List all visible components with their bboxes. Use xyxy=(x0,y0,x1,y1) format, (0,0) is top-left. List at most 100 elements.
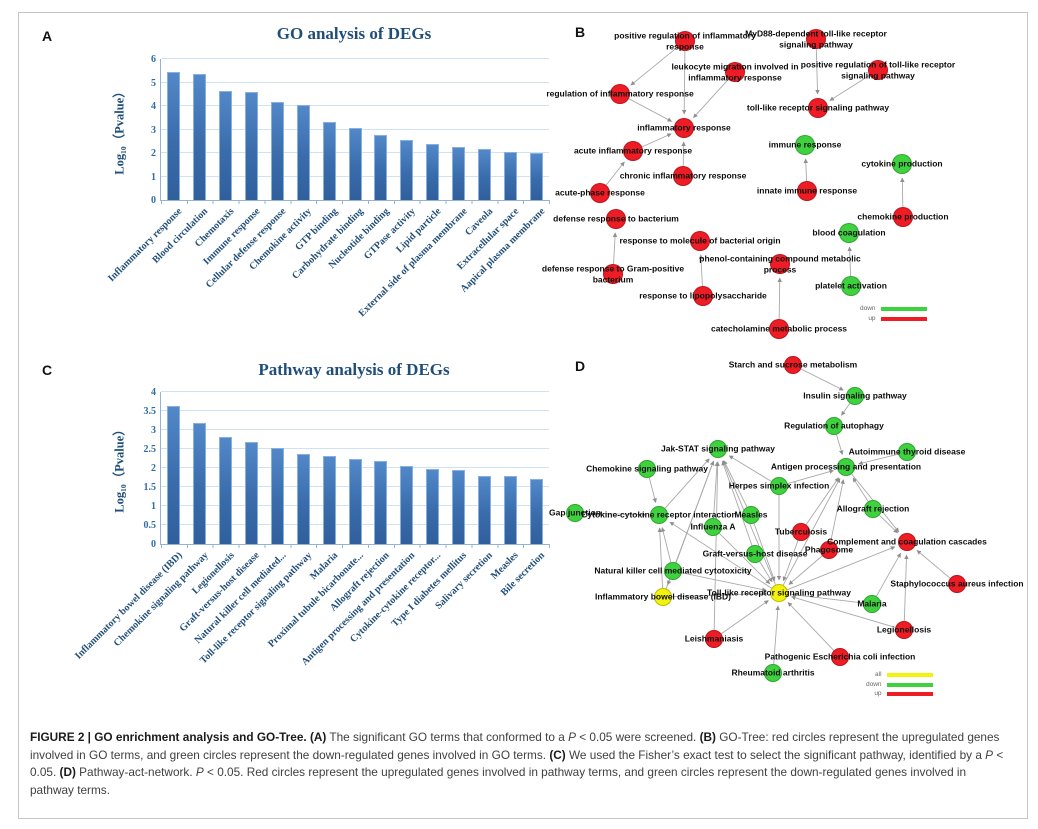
network-edge xyxy=(719,533,771,585)
network-node-label: platelet activation xyxy=(815,280,887,291)
network-node-label: Antigen processing and presentation xyxy=(770,461,922,472)
network-node xyxy=(746,545,764,563)
network-node-label: innate immune response xyxy=(756,185,858,196)
network-node-label: toll-like receptor signaling pathway xyxy=(746,102,890,113)
network-edge xyxy=(641,133,672,148)
bar xyxy=(426,143,440,200)
panel-c-letter: C xyxy=(42,362,53,378)
network-node-label: blood coagulation xyxy=(812,227,886,238)
network-node-label: positive regulation of inflammatory resp… xyxy=(614,30,756,51)
network-edge xyxy=(788,555,823,585)
network-edge xyxy=(721,460,753,546)
panel-d-legend: all down up xyxy=(866,671,933,698)
network-node xyxy=(795,135,815,155)
panel-b-go-tree-network: B down up positive regulation of inflamma… xyxy=(542,10,1032,348)
bar xyxy=(400,140,414,200)
network-edge xyxy=(782,540,799,582)
caption-segment: < 0.05. xyxy=(30,747,1004,780)
gridline xyxy=(161,81,549,83)
network-edge xyxy=(879,514,898,534)
network-node xyxy=(566,504,584,522)
network-edge xyxy=(583,512,647,517)
network-node-label: Tuberculosis xyxy=(774,526,828,537)
caption-segment: (C) xyxy=(549,747,566,762)
x-axis-ticks xyxy=(161,200,550,204)
network-node xyxy=(770,477,788,495)
network-edge xyxy=(681,141,686,167)
network-edge xyxy=(612,232,618,265)
network-edge xyxy=(815,48,820,95)
network-node xyxy=(742,506,760,524)
network-edge xyxy=(605,161,625,186)
legend-label: down xyxy=(866,680,882,688)
bar xyxy=(529,479,543,544)
network-edge xyxy=(805,477,839,525)
network-edge xyxy=(759,561,773,583)
network-edge xyxy=(787,469,834,484)
legend-color-line xyxy=(880,316,927,321)
legend-label: up xyxy=(868,314,876,322)
network-node-label: Inflammatory bowel disease (IBD) xyxy=(594,591,732,602)
network-edge xyxy=(728,455,772,482)
y-axis-tick-label: 3 xyxy=(151,425,156,436)
network-edge xyxy=(777,277,782,320)
legend-color-line xyxy=(886,673,933,678)
network-node-label: acute inflammatory response xyxy=(573,145,693,156)
network-node xyxy=(769,319,789,339)
network-node xyxy=(704,518,722,536)
network-node xyxy=(841,276,861,296)
network-node-label: Graft-versus-host disease xyxy=(702,548,808,559)
figure-caption: FIGURE 2 | GO enrichment analysis and GO… xyxy=(30,729,1007,800)
network-node xyxy=(606,209,626,229)
bar xyxy=(219,436,233,544)
network-edge xyxy=(800,368,844,391)
network-edge xyxy=(681,50,687,115)
bar xyxy=(219,90,233,200)
gridline xyxy=(161,429,549,430)
network-node-label: Herpes simplex infection xyxy=(728,480,830,491)
network-edge xyxy=(791,592,864,604)
network-node xyxy=(623,141,643,161)
network-edge xyxy=(648,477,657,503)
panel-a-letter: A xyxy=(42,28,53,44)
gridline xyxy=(161,448,549,449)
network-edge xyxy=(787,602,835,651)
panel-a-ylabel: Log₁₀（Pvalue） xyxy=(112,85,127,175)
network-node-label: MyD88-dependent toll-like receptor signa… xyxy=(745,28,887,49)
network-node xyxy=(590,183,610,203)
bar xyxy=(426,469,440,544)
y-axis-tick-label: 4 xyxy=(151,101,156,112)
panel-c-plot: 0 0.5 1 1.5 2 2.5 3 3.5 4 xyxy=(144,387,550,550)
network-node-label: cytokine production xyxy=(861,158,943,169)
pathway-bar-chart: Log₁₀（Pvalue） 0 0.5 1 1.5 2 2.5 3 3.5 4 Inflamma… xyxy=(30,352,560,722)
network-node-label: Leishmaniasis xyxy=(684,633,744,644)
network-edge xyxy=(787,546,896,591)
network-edge xyxy=(830,479,845,542)
network-node-label: Cytokine-cytokine receptor interaction xyxy=(581,509,737,520)
network-node xyxy=(893,207,913,227)
network-node-label: defense response to bacterium xyxy=(553,213,679,224)
gridline xyxy=(161,105,549,106)
y-axis-tick-label: 6 xyxy=(151,54,156,65)
network-node-label: phenol-containing compound metabolic pro… xyxy=(699,253,861,274)
network-node-label: Phagosome xyxy=(804,544,854,555)
network-node-label: chronic inflammatory response xyxy=(619,170,747,181)
y-axis-tick-label: 3.5 xyxy=(143,406,157,417)
bar xyxy=(296,454,310,544)
network-edge xyxy=(852,477,869,502)
bar xyxy=(451,469,465,544)
caption-segment: FIGURE 2 | GO enrichment analysis and GO… xyxy=(30,730,310,744)
network-edge xyxy=(721,600,769,635)
network-edge xyxy=(713,461,720,631)
network-node-label: Malaria xyxy=(857,598,887,609)
network-node xyxy=(837,458,855,476)
go-bar-chart: Log₁₀（Pvalue） 0 1 2 3 4 5 6 Inflammatory respo… xyxy=(30,18,560,352)
bar xyxy=(193,423,207,544)
legend-label: up xyxy=(874,690,882,697)
y-axis-tick-label: 2 xyxy=(151,148,156,159)
network-node-label: Natural killer cell mediated cytotoxicit… xyxy=(594,565,752,576)
gridline xyxy=(161,410,549,411)
caption-segment: GO-Tree: red circles represent the upreg… xyxy=(30,730,1000,762)
network-edge xyxy=(681,572,767,592)
